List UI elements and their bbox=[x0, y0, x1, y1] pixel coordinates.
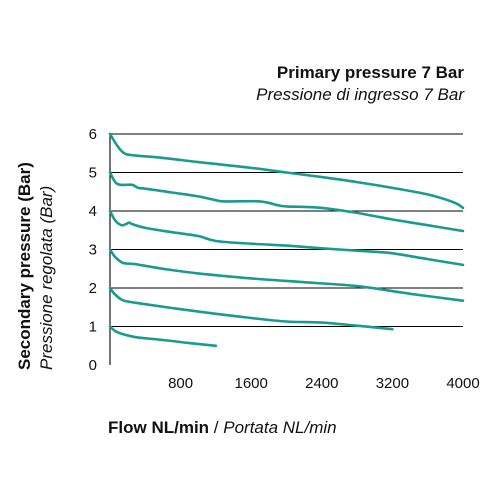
x-axis-label: Flow NL/min bbox=[108, 418, 210, 437]
x-tick-label: 4000 bbox=[446, 375, 479, 392]
chart-subtitle: Pressione di ingresso 7 Bar bbox=[256, 85, 464, 104]
series-line-3 bbox=[108, 248, 465, 302]
y-tick-label: 3 bbox=[89, 242, 97, 259]
series-line-1 bbox=[108, 325, 218, 348]
x-tick-label: 800 bbox=[168, 375, 193, 392]
series-line-5 bbox=[108, 171, 465, 233]
series-lines bbox=[108, 132, 465, 348]
x-axis-label-italic: Portata NL/min bbox=[223, 418, 337, 437]
x-tick-label: 1600 bbox=[235, 375, 268, 392]
x-axis-label-separator: / bbox=[213, 418, 219, 437]
series-line-6 bbox=[108, 132, 465, 210]
x-tick-label: 2400 bbox=[305, 375, 338, 392]
tick-labels: 0 1 2 3 4 5 6 800 1600 2400 3200 4000 bbox=[89, 126, 480, 392]
chart-title-block: Primary pressure 7 Bar Pressione di ingr… bbox=[256, 62, 464, 106]
y-tick-label: 5 bbox=[89, 165, 97, 182]
y-tick-label: 2 bbox=[89, 280, 97, 297]
x-tick-label: 3200 bbox=[376, 375, 409, 392]
chart-title: Primary pressure 7 Bar bbox=[276, 63, 464, 82]
y-tick-label: 6 bbox=[89, 126, 97, 143]
y-tick-label: 1 bbox=[89, 319, 97, 336]
series-line-4 bbox=[108, 209, 465, 267]
x-axis-label-block: Flow NL/min / Portata NL/min bbox=[108, 418, 337, 438]
y-tick-label: 4 bbox=[89, 203, 97, 220]
series-line-2 bbox=[108, 286, 394, 331]
grid-lines bbox=[110, 133, 463, 328]
y-tick-label: 0 bbox=[89, 357, 97, 374]
